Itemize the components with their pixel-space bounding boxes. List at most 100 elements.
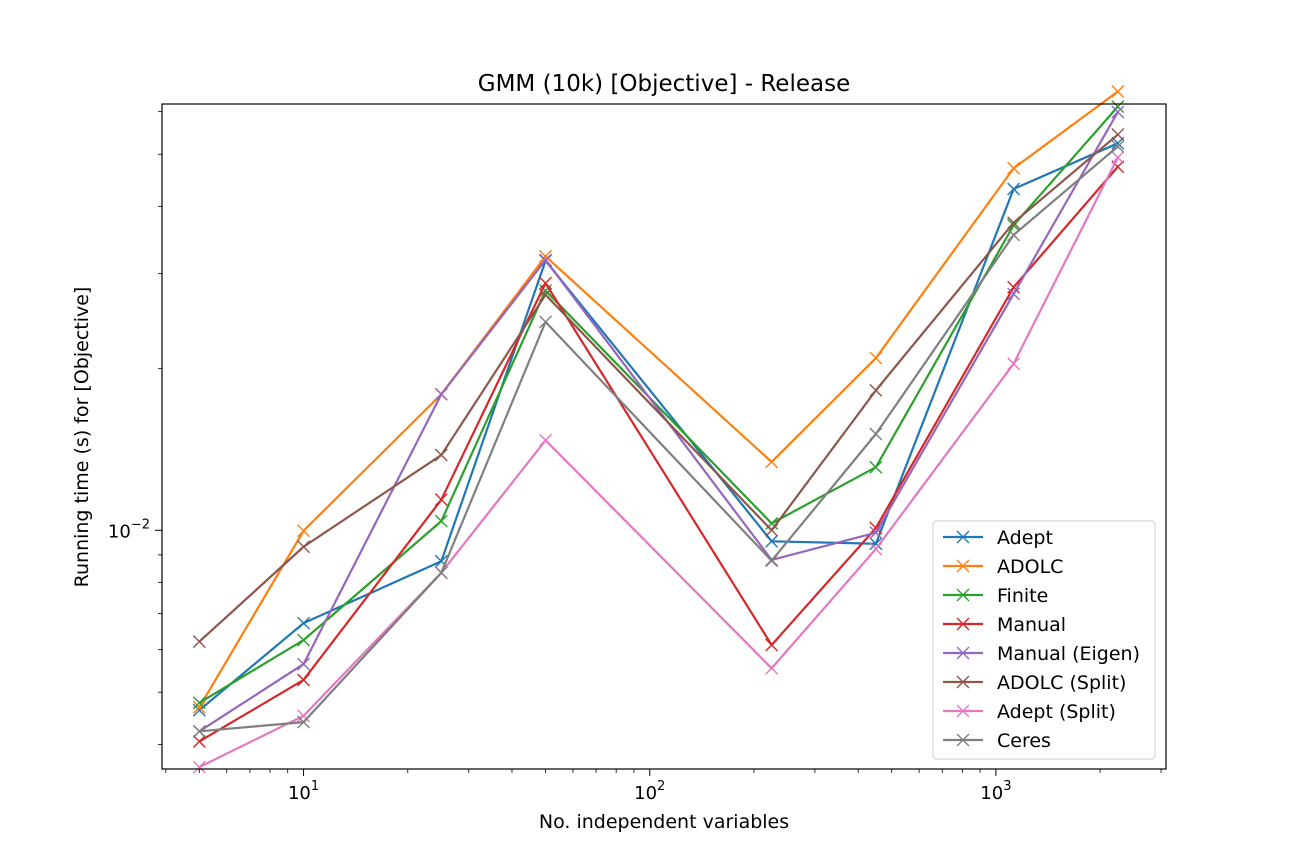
- data-point: [192, 635, 206, 649]
- data-point: [192, 760, 206, 774]
- legend: Adept ADOLC Finite Manual Manual (Eigen) ADOL…: [932, 520, 1156, 760]
- series-line-adept: [198, 142, 1119, 712]
- x-tick-label: 102: [634, 779, 665, 804]
- data-point: [869, 351, 883, 365]
- data-point: [1007, 287, 1021, 301]
- data-point: [765, 534, 779, 548]
- legend-item-adept: Adept: [943, 527, 1053, 549]
- x-tick-label: 103: [980, 779, 1011, 804]
- series-layer: [192, 85, 1125, 774]
- data-point: [297, 715, 311, 729]
- data-point: [869, 526, 883, 540]
- data-point: [192, 700, 206, 714]
- data-point: [192, 734, 206, 748]
- series-line-manual-eigen: [198, 111, 1119, 733]
- data-point: [539, 253, 553, 267]
- data-point: [297, 673, 311, 687]
- data-point: [434, 448, 448, 462]
- legend-label: Finite: [997, 585, 1048, 607]
- data-point: [192, 696, 206, 710]
- data-point: [869, 383, 883, 397]
- data-point: [1007, 161, 1021, 175]
- legend-swatch-marker: [956, 675, 970, 689]
- plot-frame: [161, 103, 1167, 770]
- series-adolc-split: [192, 128, 1125, 649]
- legend-item-finite: Finite: [943, 585, 1048, 607]
- data-point: [1111, 151, 1125, 165]
- legend-item-ceres: Ceres: [943, 730, 1051, 752]
- legend-swatch-marker: [956, 559, 970, 573]
- data-point: [297, 524, 311, 538]
- chart-title: GMM (10k) [Objective] - Release: [478, 71, 850, 97]
- x-axis-title: No. independent variables: [539, 811, 789, 833]
- legend-label: Manual (Eigen): [997, 643, 1140, 665]
- data-point: [539, 288, 553, 302]
- data-point: [297, 616, 311, 630]
- legend-item-manual: Manual: [943, 614, 1066, 636]
- legend-swatch-marker: [956, 733, 970, 747]
- data-point: [765, 455, 779, 469]
- data-point: [434, 566, 448, 580]
- data-point: [765, 638, 779, 652]
- data-point: [539, 433, 553, 447]
- data-point: [297, 657, 311, 671]
- data-point: [434, 493, 448, 507]
- y-tick-label: 10−2: [108, 517, 150, 542]
- data-point: [1111, 128, 1125, 142]
- legend-frame: [932, 520, 1156, 760]
- legend-label: Adept (Split): [997, 701, 1116, 723]
- data-point: [869, 427, 883, 441]
- legend-swatch-marker: [956, 588, 970, 602]
- data-point: [765, 661, 779, 675]
- data-point: [1111, 160, 1125, 174]
- series-line-adolc: [198, 90, 1119, 708]
- series-line-adolc-split: [198, 133, 1119, 643]
- series-line-manual: [198, 166, 1119, 743]
- data-point: [1111, 105, 1125, 119]
- legend-swatch-marker: [956, 617, 970, 631]
- legend-label: ADOLC: [997, 556, 1063, 578]
- data-point: [1007, 228, 1021, 242]
- legend-label: ADOLC (Split): [997, 672, 1126, 694]
- data-point: [539, 315, 553, 329]
- data-point: [1007, 182, 1021, 196]
- data-point: [869, 460, 883, 474]
- series-adept-split: [192, 151, 1125, 774]
- series-ceres: [192, 139, 1125, 738]
- data-point: [1111, 139, 1125, 153]
- legend-label: Adept: [997, 527, 1053, 549]
- data-point: [765, 523, 779, 537]
- x-tick-label: 101: [288, 779, 319, 804]
- data-point: [765, 554, 779, 568]
- data-point: [1111, 85, 1125, 99]
- data-point: [434, 514, 448, 528]
- legend-item-adept-split: Adept (Split): [943, 701, 1116, 723]
- legend-label: Ceres: [997, 730, 1051, 752]
- data-point: [869, 537, 883, 551]
- series-line-ceres: [199, 145, 1119, 733]
- data-point: [539, 249, 553, 263]
- data-point: [539, 276, 553, 290]
- data-point: [192, 724, 206, 738]
- data-point: [1111, 100, 1125, 114]
- data-point: [297, 540, 311, 554]
- y-axis-title: Running time (s) for [Objective]: [71, 287, 93, 588]
- series-line-adept-split: [198, 157, 1119, 769]
- legend-label: Manual: [997, 614, 1066, 636]
- series-manual: [192, 160, 1125, 748]
- legend-item-adolc-split: ADOLC (Split): [943, 672, 1126, 694]
- legend-swatch-marker: [956, 530, 970, 544]
- axis-ticks: 101 102 103 10−2: [108, 111, 1162, 804]
- data-point: [1007, 280, 1021, 294]
- data-point: [1007, 216, 1021, 230]
- data-point: [434, 387, 448, 401]
- data-point: [869, 542, 883, 556]
- data-point: [297, 633, 311, 647]
- legend-item-adolc: ADOLC: [943, 556, 1063, 578]
- legend-item-manual-eigen: Manual (Eigen): [943, 643, 1140, 665]
- data-point: [297, 709, 311, 723]
- legend-swatch-marker: [956, 646, 970, 660]
- data-point: [1007, 357, 1021, 371]
- legend-swatch-marker: [956, 704, 970, 718]
